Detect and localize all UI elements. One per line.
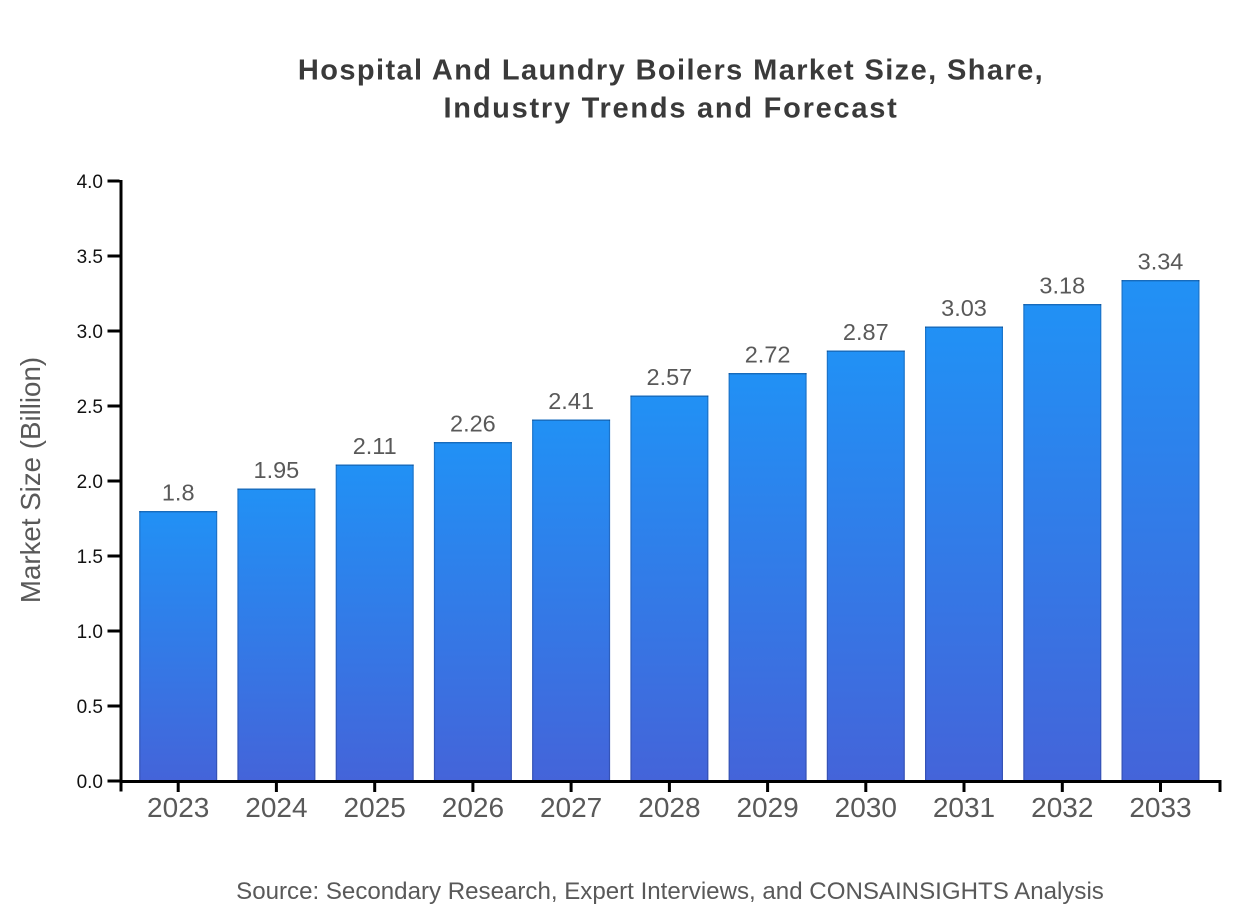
svg-text:2025: 2025 bbox=[344, 792, 406, 823]
svg-text:2030: 2030 bbox=[835, 792, 897, 823]
svg-text:2.0: 2.0 bbox=[77, 472, 103, 493]
svg-text:2023: 2023 bbox=[147, 792, 209, 823]
svg-text:2033: 2033 bbox=[1129, 792, 1191, 823]
svg-text:2032: 2032 bbox=[1031, 792, 1093, 823]
svg-text:1.8: 1.8 bbox=[162, 480, 195, 506]
svg-text:2028: 2028 bbox=[638, 792, 700, 823]
svg-text:3.5: 3.5 bbox=[77, 247, 103, 268]
svg-text:3.18: 3.18 bbox=[1039, 273, 1085, 299]
svg-text:1.0: 1.0 bbox=[77, 622, 103, 643]
svg-text:2.5: 2.5 bbox=[77, 397, 103, 418]
svg-text:Hospital And Laundry Boilers M: Hospital And Laundry Boilers Market Size… bbox=[298, 55, 1044, 87]
svg-text:2024: 2024 bbox=[245, 792, 307, 823]
svg-text:2026: 2026 bbox=[442, 792, 504, 823]
svg-text:1.95: 1.95 bbox=[254, 457, 300, 483]
svg-text:2.26: 2.26 bbox=[450, 411, 496, 437]
svg-text:2.41: 2.41 bbox=[548, 388, 594, 414]
svg-text:2.87: 2.87 bbox=[843, 319, 889, 345]
svg-text:2.72: 2.72 bbox=[745, 342, 791, 368]
svg-text:Market Size (Billion): Market Size (Billion) bbox=[15, 357, 46, 603]
svg-text:2.11: 2.11 bbox=[353, 433, 397, 459]
svg-text:1.5: 1.5 bbox=[77, 547, 103, 568]
svg-text:0.5: 0.5 bbox=[77, 697, 103, 718]
svg-text:2031: 2031 bbox=[933, 792, 995, 823]
svg-text:4.0: 4.0 bbox=[77, 172, 103, 193]
svg-text:2027: 2027 bbox=[540, 792, 602, 823]
svg-text:Industry Trends and Forecast: Industry Trends and Forecast bbox=[443, 92, 898, 124]
svg-text:2.57: 2.57 bbox=[647, 364, 693, 390]
svg-text:3.03: 3.03 bbox=[941, 295, 987, 321]
svg-text:2029: 2029 bbox=[736, 792, 798, 823]
svg-text:3.0: 3.0 bbox=[77, 322, 103, 343]
svg-text:Source: Secondary Research, Ex: Source: Secondary Research, Expert Inter… bbox=[236, 878, 1104, 905]
svg-text:0.0: 0.0 bbox=[77, 772, 103, 793]
svg-text:3.34: 3.34 bbox=[1138, 249, 1184, 275]
